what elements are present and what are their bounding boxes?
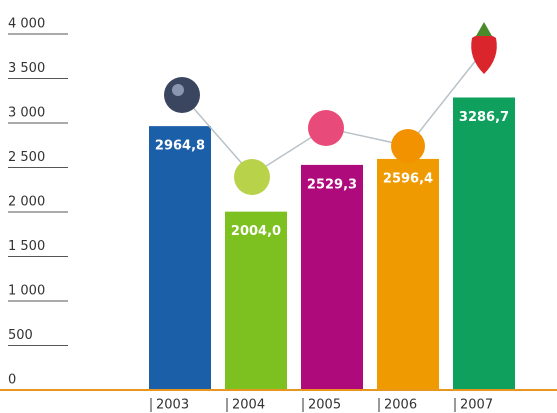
blueberry xyxy=(164,77,200,113)
orange xyxy=(391,129,425,163)
y-tick-label: 4 000 xyxy=(8,17,45,32)
raspberry xyxy=(308,110,344,146)
x-tick-label: 2004 xyxy=(232,398,265,413)
value-label: 2529,3 xyxy=(307,177,357,192)
value-label: 2596,4 xyxy=(383,171,433,186)
bar xyxy=(225,211,287,390)
strawberry xyxy=(471,34,497,74)
fruit-decoration xyxy=(164,22,497,195)
y-tick-label: 2 000 xyxy=(8,195,45,210)
y-tick-label: 500 xyxy=(8,328,33,343)
bar xyxy=(149,126,211,390)
bar xyxy=(377,158,439,390)
y-tick-label: 3 000 xyxy=(8,106,45,121)
x-tick-label: 2007 xyxy=(460,398,493,413)
y-tick-label: 1 000 xyxy=(8,284,45,299)
x-tick-label: 2005 xyxy=(308,398,341,413)
y-tick-label: 2 500 xyxy=(8,150,45,165)
value-label: 2964,8 xyxy=(155,139,205,154)
x-tick-label: 2006 xyxy=(384,398,417,413)
blueberry-shine xyxy=(172,84,184,96)
bar xyxy=(453,97,515,390)
bar xyxy=(301,164,363,390)
y-tick-label: 1 500 xyxy=(8,239,45,254)
apple xyxy=(234,159,270,195)
y-tick-label: 3 500 xyxy=(8,61,45,76)
value-label: 3286,7 xyxy=(459,110,509,125)
x-tick-label: 2003 xyxy=(156,398,189,413)
strawberry-leaf xyxy=(476,22,492,36)
y-tick-label: 0 xyxy=(8,373,16,388)
value-label: 2004,0 xyxy=(231,224,281,239)
